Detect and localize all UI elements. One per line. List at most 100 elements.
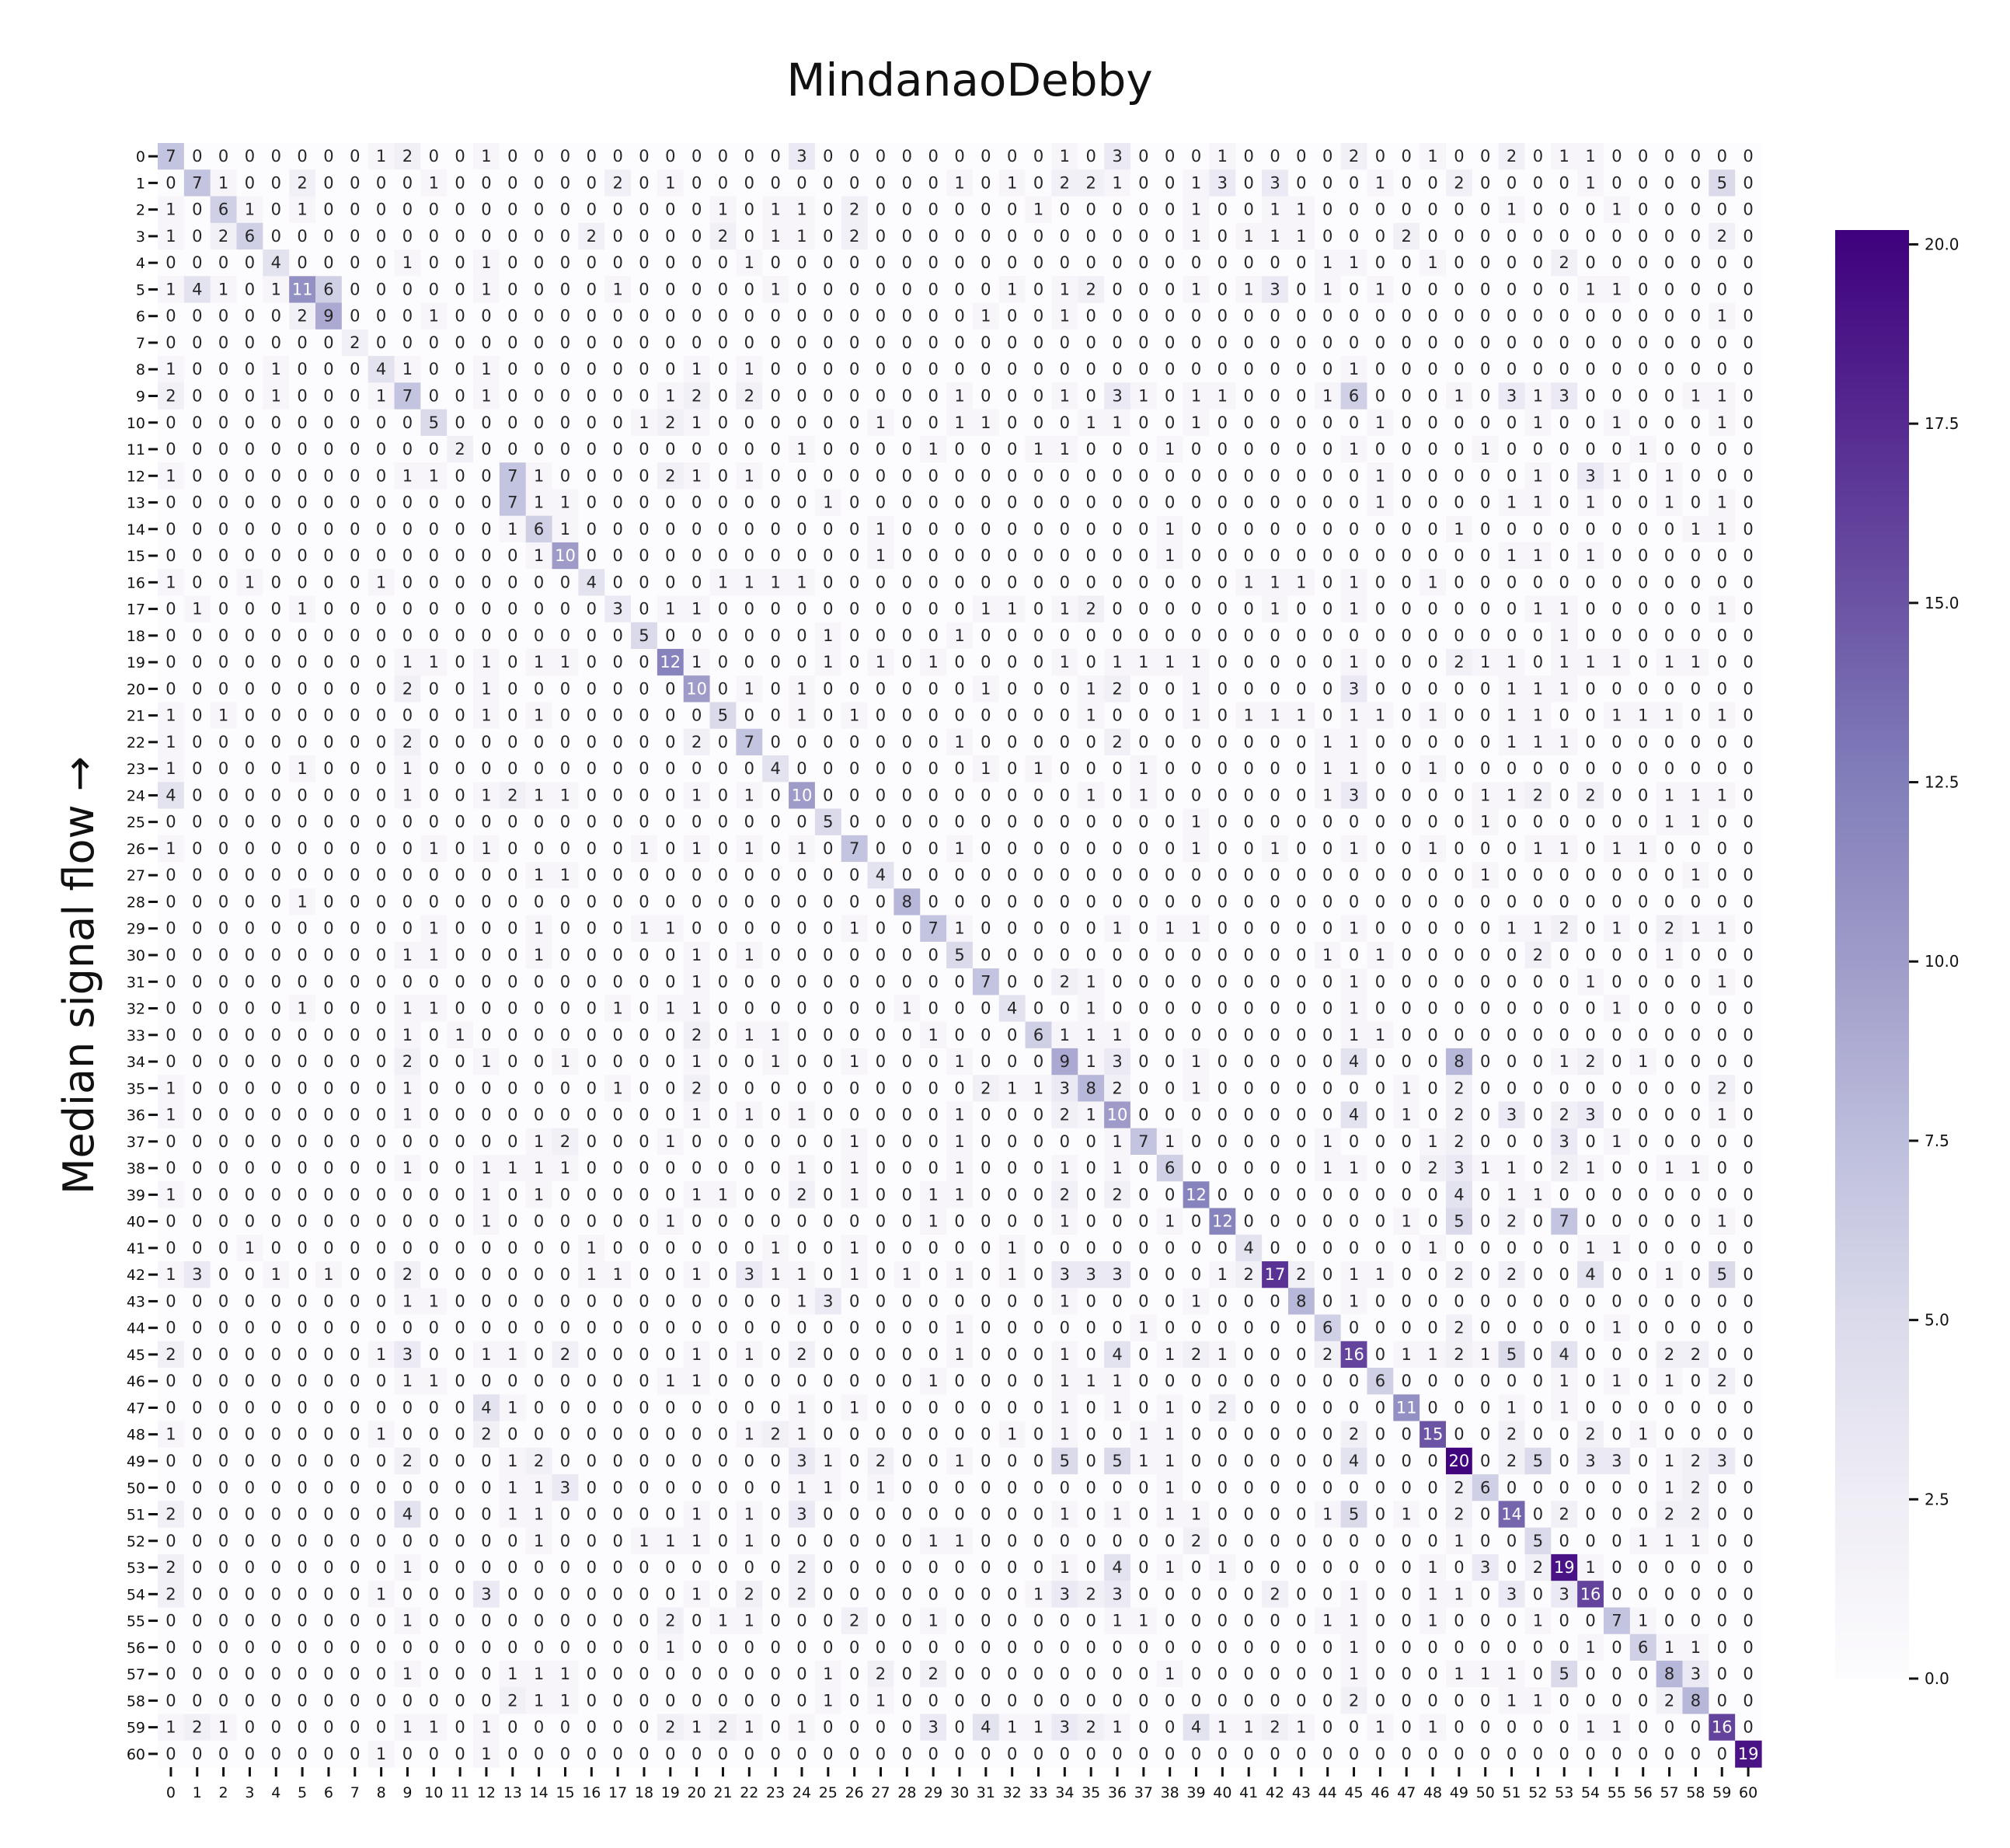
cell-value-label: 0 [560, 173, 570, 192]
cell-value-label: 11 [292, 280, 313, 298]
cell-value-label: 0 [560, 147, 570, 166]
cell-value-label: 0 [1638, 307, 1648, 326]
cell-value-label: 0 [323, 147, 333, 166]
cell-value-label: 0 [1322, 360, 1332, 378]
cell-value-label: 0 [218, 573, 228, 591]
cell-value-label: 0 [297, 466, 307, 485]
cell-value-label: 0 [402, 173, 413, 192]
heatmap-cell [341, 143, 369, 170]
heatmap-cell [1025, 143, 1053, 170]
cell-value-label: 0 [1454, 466, 1464, 485]
cell-value-label: 0 [849, 520, 859, 539]
cell-value-label: 0 [665, 573, 675, 591]
cell-value-label: 1 [1638, 440, 1648, 459]
heatmap-cell [1051, 143, 1078, 170]
cell-value-label: 0 [534, 173, 544, 192]
cell-value-label: 0 [1533, 200, 1543, 219]
cell-value-label: 0 [1611, 307, 1622, 326]
heatmap-cell [1393, 143, 1420, 170]
cell-value-label: 0 [823, 200, 833, 219]
cell-value-label: 0 [587, 440, 597, 459]
cell-value-label: 0 [455, 653, 465, 671]
cell-value-label: 0 [297, 227, 307, 246]
cell-value-label: 0 [1638, 546, 1648, 565]
cell-value-label: 1 [1060, 653, 1070, 671]
cell-value-label: 0 [1138, 466, 1148, 485]
cell-value-label: 0 [192, 386, 202, 405]
cell-value-label: 0 [1375, 227, 1385, 246]
cell-value-label: 0 [928, 253, 938, 272]
cell-value-label: 1 [796, 200, 806, 219]
cell-value-label: 0 [1507, 173, 1517, 192]
heatmap-cell [315, 143, 343, 170]
cell-value-label: 0 [507, 413, 517, 432]
cell-value-label: 0 [1244, 147, 1254, 166]
cell-value-label: 1 [1060, 386, 1070, 405]
cell-value-label: 0 [665, 626, 675, 645]
cell-value-label: 0 [612, 307, 622, 326]
cell-value-label: 6 [1349, 386, 1359, 405]
cell-value-label: 0 [350, 466, 360, 485]
cell-value-label: 0 [1664, 440, 1674, 459]
cell-value-label: 0 [1244, 520, 1254, 539]
cell-value-label: 0 [507, 173, 517, 192]
cell-value-label: 0 [376, 200, 386, 219]
cell-value-label: 0 [744, 147, 754, 166]
cell-value-label: 0 [1033, 653, 1043, 671]
cell-value-label: 0 [691, 173, 702, 192]
heatmap-cell [841, 143, 869, 170]
cell-value-label: 1 [1717, 600, 1727, 619]
cell-value-label: 0 [1454, 679, 1464, 698]
cell-value-label: 0 [1060, 626, 1070, 645]
cell-value-label: 0 [691, 307, 702, 326]
cell-value-label: 0 [1638, 520, 1648, 539]
cell-value-label: 2 [1085, 600, 1096, 619]
cell-value-label: 0 [350, 386, 360, 405]
cell-value-label: 0 [665, 440, 675, 459]
cell-value-label: 0 [1270, 253, 1280, 272]
cell-value-label: 0 [218, 333, 228, 352]
cell-value-label: 1 [481, 147, 491, 166]
heatmap-cell [1340, 143, 1368, 170]
cell-value-label: 0 [770, 466, 780, 485]
cell-value-label: 0 [1402, 653, 1412, 671]
cell-value-label: 0 [1112, 440, 1122, 459]
cell-value-label: 0 [507, 440, 517, 459]
cell-value-label: 1 [1533, 600, 1543, 619]
heatmap-cell [1314, 169, 1342, 197]
cell-value-label: 1 [718, 200, 728, 219]
cell-value-label: 0 [902, 200, 912, 219]
cell-value-label: 0 [1138, 147, 1148, 166]
cell-value-label: 0 [1375, 573, 1385, 591]
cell-value-label: 0 [928, 466, 938, 485]
cell-value-label: 0 [1244, 413, 1254, 432]
cell-value-label: 2 [665, 466, 675, 485]
cell-value-label: 0 [1375, 147, 1385, 166]
cell-value-label: 0 [639, 386, 649, 405]
cell-value-label: 0 [954, 227, 964, 246]
heatmap-cell [1629, 143, 1657, 170]
cell-value-label: 0 [1375, 253, 1385, 272]
cell-value-label: 0 [1743, 520, 1753, 539]
cell-value-label: 0 [876, 307, 886, 326]
cell-value-label: 1 [1454, 520, 1464, 539]
cell-value-label: 0 [560, 386, 570, 405]
cell-value-label: 1 [770, 200, 780, 219]
cell-value-label: 0 [1638, 333, 1648, 352]
cell-value-label: 0 [1085, 333, 1096, 352]
cell-value-label: 0 [1085, 520, 1096, 539]
cell-value-label: 0 [429, 679, 439, 698]
cell-value-label: 0 [665, 200, 675, 219]
cell-value-label: 0 [1296, 679, 1306, 698]
cell-value-label: 0 [1191, 147, 1201, 166]
cell-value-label: 0 [1033, 280, 1043, 298]
cell-value-label: 3 [796, 147, 806, 166]
cell-value-label: 0 [954, 253, 964, 272]
cell-value-label: 2 [744, 386, 754, 405]
cell-value-label: 0 [1165, 573, 1175, 591]
cell-value-label: 0 [1691, 546, 1701, 565]
cell-value-label: 0 [1691, 573, 1701, 591]
cell-value-label: 0 [1296, 333, 1306, 352]
cell-value-label: 0 [165, 653, 176, 671]
cell-value-label: 0 [1007, 200, 1017, 219]
